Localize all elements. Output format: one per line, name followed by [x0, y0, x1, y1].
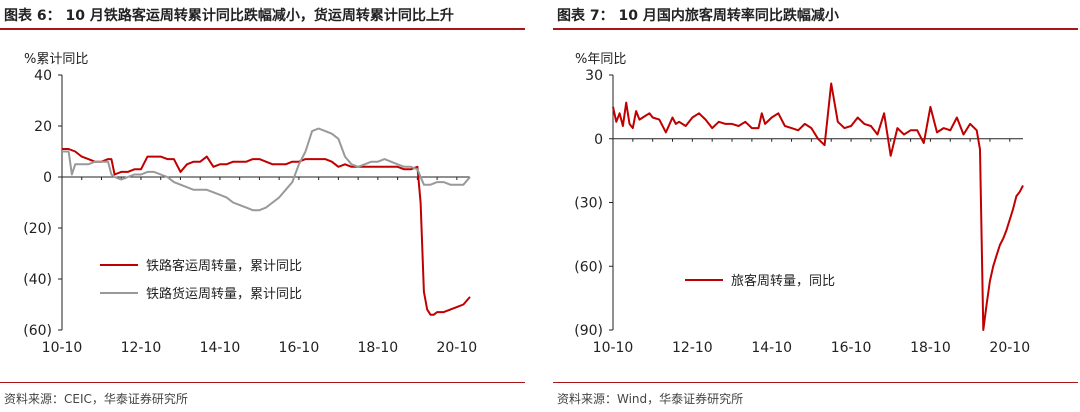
- y-tick-label: 30: [585, 68, 603, 84]
- title-divider: [553, 28, 1078, 30]
- figure-6-panel: 图表 6： 10 月铁路客运周转累计同比跌幅减小，货运周转累计同比上升 %累计同…: [0, 0, 525, 412]
- y-tick-label: (20): [23, 221, 52, 237]
- y-tick-label: 20: [34, 119, 52, 135]
- x-tick-label: 20-10: [436, 340, 477, 356]
- series-line-1: [62, 148, 471, 316]
- legend-label: 铁路货运周转量，累计同比: [146, 286, 302, 302]
- footer-divider: [553, 382, 1078, 383]
- x-tick-label: 10-10: [593, 340, 634, 356]
- y-tick-label: 0: [594, 132, 603, 148]
- legend-label: 铁路客运周转量，累计同比: [146, 258, 302, 274]
- x-tick-label: 12-10: [121, 340, 162, 356]
- x-tick-label: 20-10: [989, 340, 1030, 356]
- legend-label: 旅客周转量，同比: [731, 273, 835, 289]
- x-tick-label: 18-10: [910, 340, 951, 356]
- y-tick-label: (90): [574, 323, 603, 339]
- source-note: 资料来源：CEIC，华泰证券研究所: [4, 392, 188, 406]
- series-line-2: [62, 127, 471, 212]
- x-tick-label: 14-10: [200, 340, 241, 356]
- y-axis-label: %累计同比: [24, 52, 88, 67]
- y-tick-label: (40): [23, 272, 52, 288]
- x-tick-label: 14-10: [751, 340, 792, 356]
- title-divider: [0, 28, 525, 30]
- figure-7-panel: 图表 7： 10 月国内旅客周转率同比跌幅减小 %年同比 30 0 (30) (60) (…: [553, 0, 1078, 412]
- x-tick-label: 16-10: [831, 340, 872, 356]
- source-note: 资料来源：Wind，华泰证券研究所: [557, 392, 744, 406]
- footer-divider: [0, 382, 525, 383]
- x-tick-label: 10-10: [42, 340, 83, 356]
- y-tick-label: 40: [34, 68, 52, 84]
- y-tick-label: 0: [43, 170, 52, 186]
- x-tick-label: 16-10: [279, 340, 320, 356]
- series-line-1: [612, 82, 1024, 331]
- figure-title: 图表 7： 10 月国内旅客周转率同比跌幅减小: [557, 8, 839, 24]
- y-tick-label: (60): [23, 323, 52, 339]
- figure-title: 图表 6： 10 月铁路客运周转累计同比跌幅减小，货运周转累计同比上升: [4, 8, 454, 24]
- y-tick-label: (30): [574, 196, 603, 212]
- x-tick-label: 12-10: [672, 340, 713, 356]
- y-tick-label: (60): [574, 259, 603, 275]
- x-tick-label: 18-10: [358, 340, 399, 356]
- y-axis-label: %年同比: [575, 52, 626, 67]
